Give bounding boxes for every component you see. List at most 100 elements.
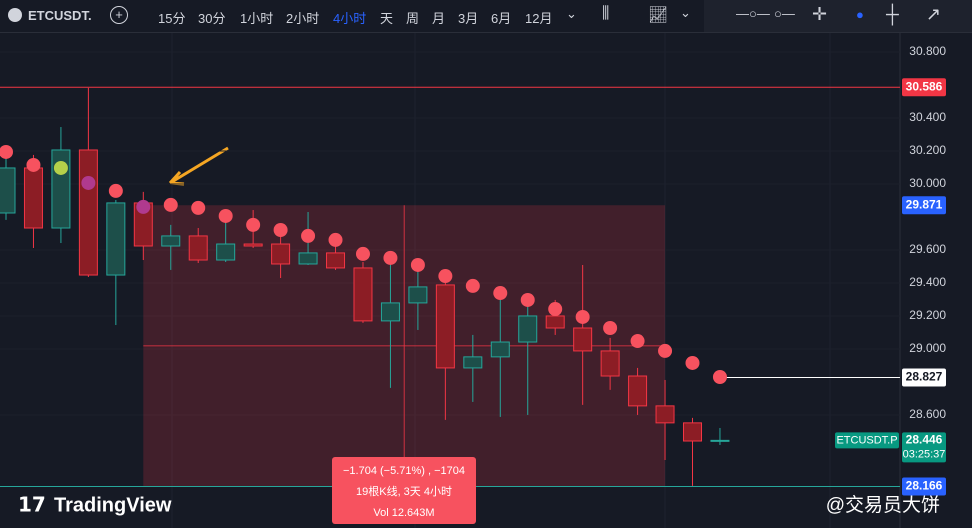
- interval[interactable]: 4小时: [333, 11, 367, 26]
- candle-body: [710, 439, 730, 442]
- candle-body: [271, 243, 291, 265]
- interval[interactable]: 月: [432, 11, 446, 26]
- chart-type[interactable]: ⫼: [602, 5, 610, 22]
- logo-mark: 𝟭𝟳: [18, 494, 46, 516]
- last-label-bg: [902, 432, 946, 463]
- indicator-dot: [438, 269, 453, 284]
- indicator-dot: [548, 302, 563, 317]
- dropdown2[interactable]: ⌄: [680, 5, 691, 20]
- candle-body: [326, 252, 346, 269]
- indicator-dot: [53, 160, 68, 175]
- interval[interactable]: 3月: [458, 11, 479, 26]
- candle-body: [243, 243, 263, 247]
- price-label-bg: [902, 196, 946, 215]
- measure-readout: 19根K线, 3天 4小时: [356, 484, 452, 498]
- candle-body: [188, 235, 208, 261]
- indicator-dot: [493, 286, 508, 301]
- interval[interactable]: 2小时: [286, 11, 320, 26]
- indicators[interactable]: 📈︎: [648, 7, 669, 24]
- interval[interactable]: 周: [406, 11, 420, 26]
- candle-body: [23, 167, 43, 229]
- candle-body: [380, 302, 400, 322]
- price-label: 28.166: [906, 479, 943, 493]
- price-label: 28.827: [906, 370, 943, 384]
- y-tick-label: 28.600: [909, 407, 946, 421]
- candle-body: [518, 315, 538, 343]
- candle-body: [463, 356, 483, 369]
- indicator-dot: [81, 175, 96, 190]
- candle-body: [106, 202, 126, 276]
- watermark: TradingView: [54, 494, 172, 516]
- arrow-annotation: [168, 146, 229, 186]
- y-tick-label: 30.400: [909, 110, 946, 124]
- drawing-tools: [704, 0, 972, 32]
- indicator-dot: [108, 183, 123, 198]
- indicator-dot: [136, 199, 151, 214]
- symbol[interactable]: ETCUSDT.: [28, 8, 92, 23]
- y-tick-label: 30.000: [909, 176, 946, 190]
- indicator-dot: [685, 355, 700, 370]
- measure-readout-bg: [332, 457, 476, 524]
- indicator-dot: [26, 157, 41, 172]
- interval[interactable]: 30分: [198, 11, 226, 26]
- candle-body: [628, 375, 648, 407]
- symbol-label: ETCUSDT.P: [836, 434, 897, 446]
- interval[interactable]: 15分: [158, 11, 186, 26]
- candle-body: [298, 252, 318, 265]
- candle-body: [408, 286, 428, 304]
- symbol-icon: [8, 8, 22, 22]
- indicator-dot: [0, 144, 13, 159]
- interval[interactable]: 1小时: [240, 11, 274, 26]
- indicator-dot: [163, 197, 178, 212]
- y-tick-label: 29.400: [909, 275, 946, 289]
- candle-body: [490, 341, 510, 358]
- indicator-dot: [520, 292, 535, 307]
- price-label: 30.586: [906, 79, 943, 93]
- price-label-bg: [902, 477, 946, 496]
- indicator-dot: [658, 343, 673, 358]
- dropdown[interactable]: ⌄: [566, 6, 577, 21]
- author: @交易员大饼: [826, 494, 940, 516]
- price-label-bg: [902, 78, 946, 97]
- indicator-dot: [712, 369, 727, 384]
- interval[interactable]: 天: [380, 11, 394, 26]
- indicator-dot: [630, 334, 645, 349]
- candle-body: [216, 243, 236, 261]
- indicator-dot: [410, 257, 425, 272]
- tool-line[interactable]: —○—: [736, 6, 770, 21]
- symbol-label-bg: [835, 432, 899, 449]
- indicator-dot: [575, 309, 590, 324]
- interval[interactable]: 6月: [491, 11, 512, 26]
- price-label: 29.871: [906, 197, 943, 211]
- y-tick-label: 30.800: [909, 44, 946, 58]
- candle-body: [655, 405, 675, 424]
- tool-hline[interactable]: ○—: [774, 6, 795, 21]
- candle-body: [600, 350, 620, 377]
- indicator-dot: [301, 228, 316, 243]
- price-label-bg: [902, 368, 946, 387]
- interval[interactable]: 12月: [525, 11, 553, 26]
- tool-cursor[interactable]: ┼: [886, 4, 899, 24]
- indicator-dot: [465, 278, 480, 293]
- indicator-dot: [218, 208, 233, 223]
- indicator-dot: [246, 217, 261, 232]
- candle-body: [78, 149, 98, 276]
- measure-readout: Vol 12.643M: [373, 507, 434, 519]
- last-price: 28.446: [906, 433, 943, 447]
- candle-body: [435, 284, 455, 369]
- y-tick-label: 30.200: [909, 143, 946, 157]
- candle-body: [683, 422, 702, 442]
- indicator-dot: [191, 200, 206, 215]
- indicator-dot: [273, 222, 288, 237]
- indicator-dot: [355, 246, 370, 261]
- tool-cross[interactable]: ✛: [812, 4, 828, 24]
- tool-dot[interactable]: ●: [856, 7, 864, 22]
- tool-pen[interactable]: ↗: [926, 4, 942, 24]
- countdown: 03:25:37: [903, 448, 946, 460]
- candle-body: [353, 267, 373, 322]
- add-symbol[interactable]: +: [110, 6, 128, 24]
- indicator-dot: [603, 320, 618, 335]
- indicator-dot: [383, 250, 398, 265]
